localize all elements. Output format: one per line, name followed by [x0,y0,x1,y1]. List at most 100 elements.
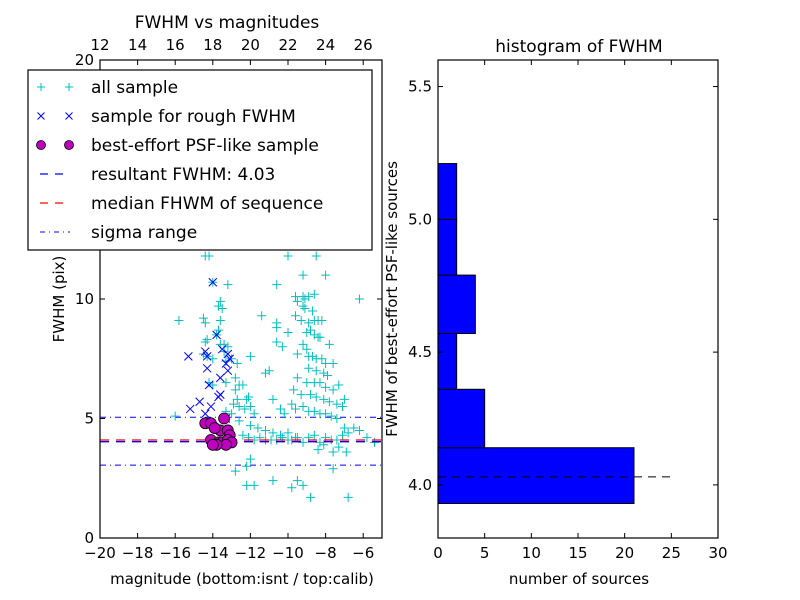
y-tick-label: 20 [75,51,94,69]
all-sample-point [300,304,310,314]
all-sample-point [238,430,248,440]
all-sample-point [328,359,338,369]
y-tick-label: 5.0 [408,210,432,228]
y-tick-label: 5.5 [408,78,432,96]
all-sample-point [306,492,316,502]
all-sample-point [296,390,306,400]
all-sample-point [298,339,308,349]
all-sample-point [321,359,331,369]
all-sample-point [298,301,308,311]
rough-fwhm-point [204,380,214,390]
legend-label: sigma range [91,223,197,243]
all-sample-point [264,366,274,376]
all-sample-point [343,492,353,502]
all-sample-point [291,292,301,302]
rough-fwhm-point [202,363,212,373]
all-sample-point [292,476,302,486]
legend-entry: median FHWM of sequence [40,194,323,214]
all-sample-point [200,318,210,328]
all-sample-point [304,318,314,328]
top-x-tick-label: 20 [241,36,260,54]
legend-label: all sample [91,78,178,98]
top-x-tick-label: 18 [203,36,222,54]
all-sample-point [234,416,244,426]
rough-fwhm-point [195,397,204,407]
top-x-tick-label: 26 [354,36,373,54]
all-sample-point [272,323,282,333]
legend-label: median FHWM of sequence [91,194,323,214]
all-sample-point [324,339,334,349]
all-sample-point [298,437,308,447]
y-tick-label: 5 [84,410,94,428]
all-sample-point [319,440,329,450]
rough-fwhm-point [223,366,233,376]
all-sample-point [287,399,297,409]
all-sample-point [242,461,252,471]
all-sample-point [275,430,285,440]
rough-fwhm-point [223,349,233,359]
right-plot-xlabel: number of sources [509,570,649,588]
x-tick-label: −8 [315,544,337,562]
all-sample-point [332,399,342,409]
all-sample-point [223,280,233,290]
top-x-tick-label: 22 [278,36,297,54]
all-sample-point [245,351,255,361]
all-sample-point [321,409,331,419]
all-sample-point [319,368,329,378]
all-sample-point [338,430,348,440]
top-x-tick-label: 14 [128,36,147,54]
all-sample-point [240,404,250,414]
x-tick-label: −10 [272,544,304,562]
legend: all sample sample for rough FWHM best-effo… [27,69,373,251]
x-tick-label: −12 [235,544,267,562]
all-sample-point [242,480,252,490]
all-sample-point [221,378,231,388]
rough-fwhm-point [185,404,195,414]
all-sample-point [321,382,331,392]
psf-like-point [206,438,219,451]
all-sample-point [291,404,301,414]
all-sample-point [234,402,244,412]
right-plot-title: histogram of FWHM [495,37,662,57]
all-sample-point [354,294,364,304]
psf-like-point [208,422,221,434]
rough-fwhm-point [208,277,218,287]
all-sample-point [315,332,325,342]
legend-entry: best-effort PSF-like sample [36,136,319,156]
all-sample-point [334,442,344,452]
all-sample-point [326,411,336,421]
all-sample-point [275,404,285,414]
all-sample-point [268,428,278,438]
all-sample-point [309,330,319,340]
all-sample-point [249,480,259,490]
x-tick-label: −6 [352,544,374,562]
all-sample-point [249,409,259,419]
legend-label: best-effort PSF-like sample [91,136,319,156]
all-sample-point [321,270,331,280]
left-plot-ylabel: FWHM (pix) [50,256,68,343]
x-marker-icon [37,112,45,120]
all-sample-point [260,368,270,378]
all-sample-point [204,251,214,261]
x-tick-label: 15 [568,544,587,562]
all-sample-point [349,423,359,433]
all-sample-point [362,433,372,443]
all-sample-point [238,380,248,390]
all-sample-point [315,437,325,447]
all-sample-point [255,433,265,443]
y-tick-label: 4.5 [408,343,432,361]
all-sample-point [296,316,306,326]
all-sample-point [307,351,317,361]
all-sample-point [245,402,255,412]
all-sample-point [298,480,308,490]
all-sample-point [200,337,210,347]
right-plot-ylabel: FWHM of best-effort PSF-like sources [383,161,401,437]
x-tick-label: 30 [708,544,727,562]
rough-fwhm-point [215,373,225,383]
all-sample-point [257,311,267,321]
x-tick-label: 25 [662,544,681,562]
all-sample-point [328,385,338,395]
all-sample-point [283,327,293,337]
legend-entry: sigma range [40,223,197,243]
left-plot-ticks: −20 −18 −16 −14 −12 −10 −8 −6 12 14 16 18 20 22 24 26 0 5… [75,36,382,562]
